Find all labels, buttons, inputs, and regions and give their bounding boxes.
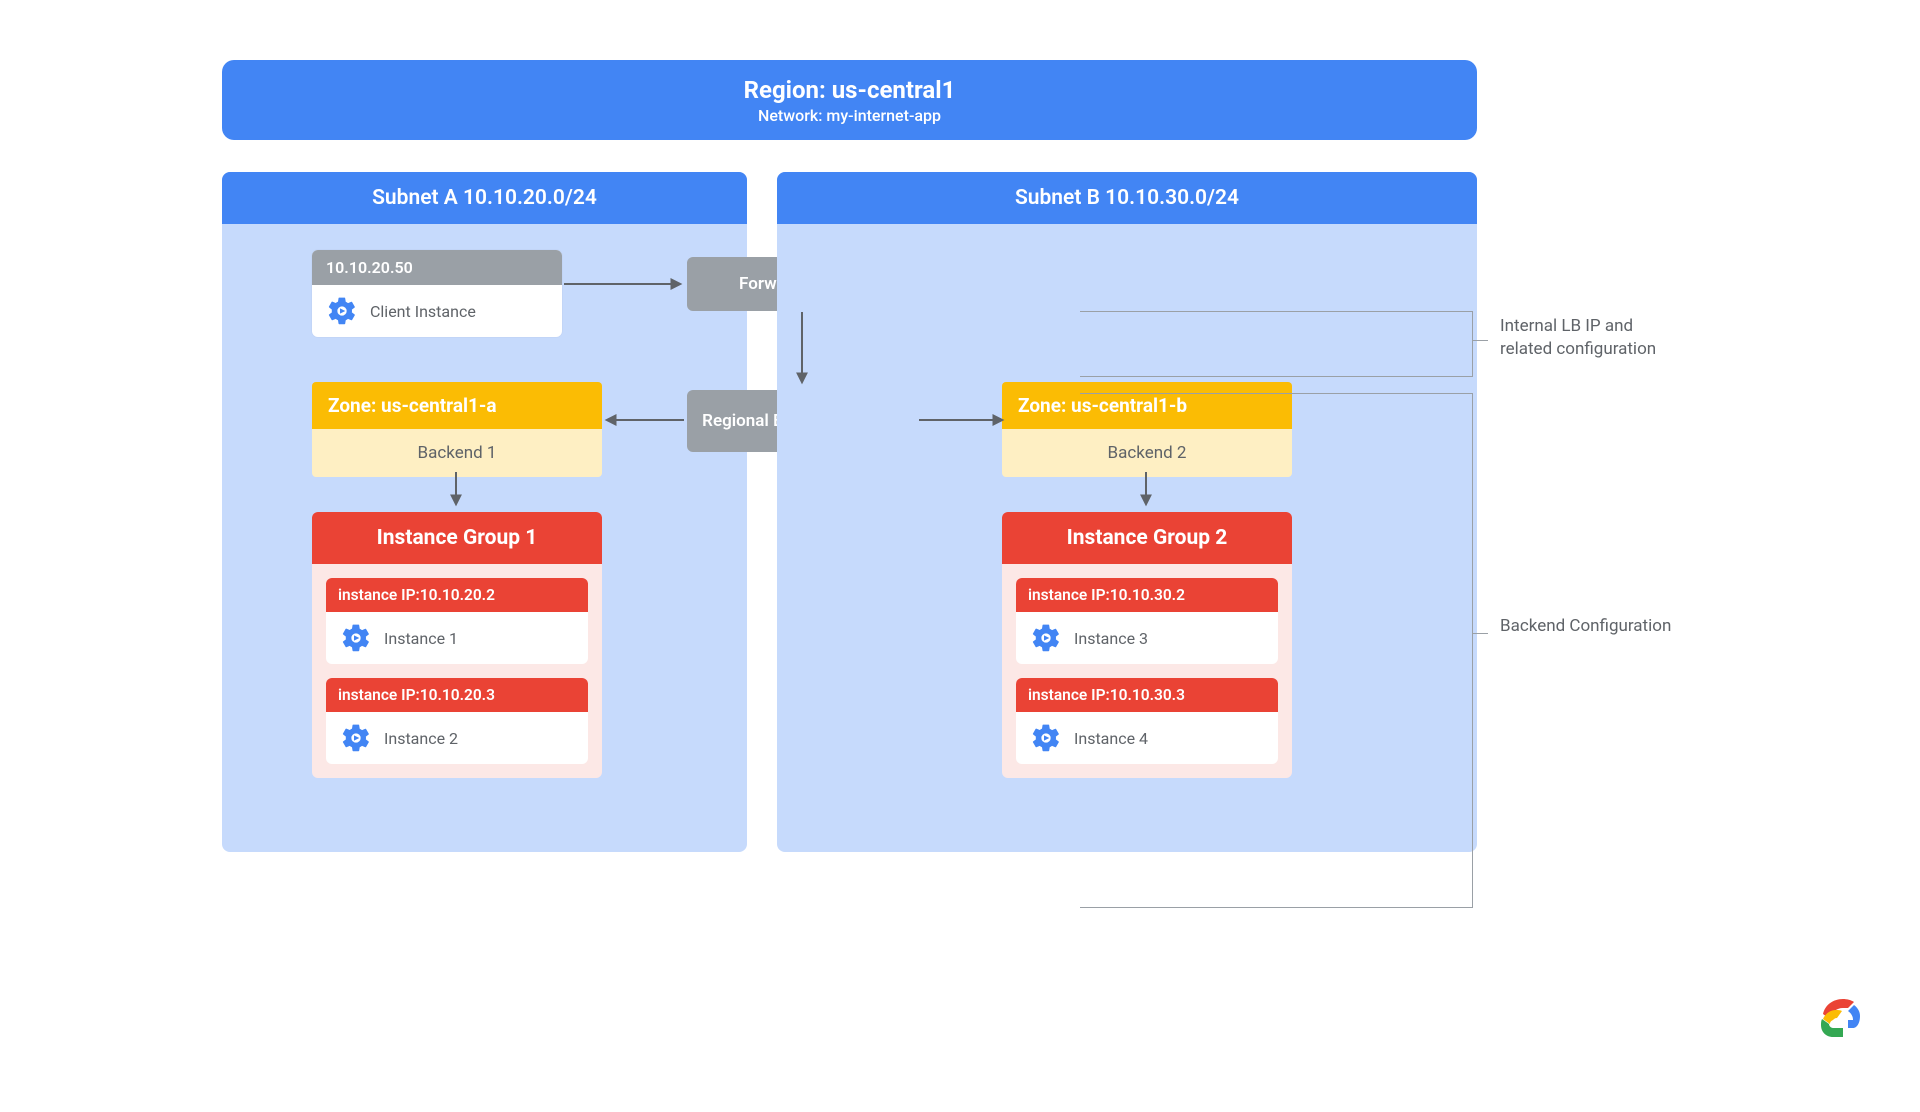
zone-a-backend: Backend 1 [312,429,602,477]
bracket-line [1080,311,1473,312]
instance-4-ip: instance IP:10.10.30.3 [1016,678,1278,712]
annotation-lb: Internal LB IP and related configuration [1500,315,1680,361]
bracket-line [1472,393,1473,908]
bracket-line [1080,393,1473,394]
instance-2-ip: instance IP:10.10.20.3 [326,678,588,712]
client-instance-box: 10.10.20.50 Client Instance [312,250,562,337]
ig1-header: Instance Group 1 [312,512,602,564]
instance-4-label: Instance 4 [1074,729,1148,748]
gear-icon [326,295,358,327]
instance-2: instance IP:10.10.20.3 Instance 2 [326,678,588,764]
subnet-a-header: Subnet A 10.10.20.0/24 [222,172,747,224]
instance-3-label: Instance 3 [1074,629,1148,648]
bracket-line [1080,907,1473,908]
zone-b-box: Zone: us-central1-b Backend 2 [1002,382,1292,477]
region-network: Network: my-internet-app [758,106,941,125]
zone-b-backend: Backend 2 [1002,429,1292,477]
gear-icon [1030,722,1062,754]
instance-4: instance IP:10.10.30.3 Instance 4 [1016,678,1278,764]
zone-a-header: Zone: us-central1-a [312,382,602,429]
google-cloud-logo-icon [1818,998,1866,1038]
instance-3-ip: instance IP:10.10.30.2 [1016,578,1278,612]
ig2-header: Instance Group 2 [1002,512,1292,564]
zone-a-box: Zone: us-central1-a Backend 1 [312,382,602,477]
annotation-backend: Backend Configuration [1500,615,1680,638]
bracket-line [1472,340,1488,341]
instance-1-ip: instance IP:10.10.20.2 [326,578,588,612]
bracket-line [1080,376,1473,377]
client-label: Client Instance [370,302,476,321]
subnet-b-header: Subnet B 10.10.30.0/24 [777,172,1477,224]
gear-icon [340,722,372,754]
gear-icon [340,622,372,654]
architecture-diagram: Region: us-central1 Network: my-internet… [222,60,1502,1000]
subnet-a: Subnet A 10.10.20.0/24 10.10.20.50 Clien… [222,172,747,852]
instance-1: instance IP:10.10.20.2 Instance 1 [326,578,588,664]
region-header: Region: us-central1 Network: my-internet… [222,60,1477,140]
instance-group-1: Instance Group 1 instance IP:10.10.20.2 … [312,512,602,778]
region-title: Region: us-central1 [744,76,956,104]
bracket-line [1472,311,1473,376]
bracket-line [1472,633,1488,634]
instance-2-label: Instance 2 [384,729,458,748]
subnets-row: Subnet A 10.10.20.0/24 10.10.20.50 Clien… [222,172,1502,852]
client-body: Client Instance [312,285,562,337]
gear-icon [1030,622,1062,654]
instance-group-2: Instance Group 2 instance IP:10.10.30.2 … [1002,512,1292,778]
instance-3: instance IP:10.10.30.2 Instance 3 [1016,578,1278,664]
instance-1-label: Instance 1 [384,629,458,648]
zone-b-header: Zone: us-central1-b [1002,382,1292,429]
subnet-b: Subnet B 10.10.30.0/24 Zone: us-central1… [777,172,1477,852]
client-ip: 10.10.20.50 [312,250,562,285]
